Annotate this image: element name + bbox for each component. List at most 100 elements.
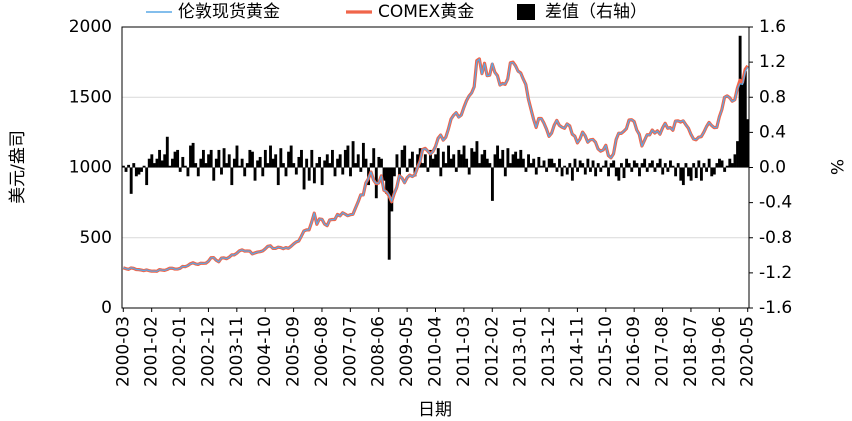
- y2-tick-label: -0.8: [759, 228, 792, 248]
- diff-bar: [392, 167, 396, 177]
- diff-bar: [524, 167, 528, 172]
- diff-bar: [723, 167, 727, 172]
- diff-bar: [501, 149, 505, 168]
- diff-bar: [150, 154, 154, 168]
- diff-bar: [550, 158, 554, 168]
- x-tick-label: 2015-10: [596, 316, 616, 387]
- diff-bar: [201, 149, 205, 168]
- diff-bar: [465, 158, 469, 168]
- diff-bar: [583, 167, 587, 175]
- diff-bar: [661, 167, 665, 175]
- diff-bar: [720, 160, 724, 168]
- diff-bar: [302, 167, 306, 190]
- x-tick-label: 2013-12: [539, 316, 559, 387]
- diff-bar: [529, 163, 533, 168]
- diff-bar: [612, 160, 616, 168]
- diff-bar: [209, 149, 213, 168]
- diff-bar: [171, 158, 174, 168]
- diff-bar: [558, 158, 561, 168]
- diff-bar: [305, 158, 309, 168]
- diff-bar: [235, 145, 239, 168]
- y2-tick-label: -0.4: [759, 193, 792, 213]
- diff-bar: [449, 158, 453, 168]
- diff-bar: [377, 156, 381, 168]
- diff-bar: [638, 167, 641, 177]
- diff-bar: [333, 167, 337, 177]
- diff-bar: [238, 165, 241, 168]
- diff-bar: [289, 145, 293, 168]
- diff-bar: [488, 163, 492, 168]
- diff-bar: [173, 151, 177, 168]
- diff-bar: [570, 167, 574, 181]
- x-tick-label: 2010-04: [426, 316, 446, 387]
- diff-bar: [514, 151, 518, 168]
- diff-bar: [617, 167, 621, 181]
- legend-label: 差值（右轴）: [545, 2, 647, 22]
- diff-bar: [168, 165, 172, 168]
- diff-bar: [269, 145, 272, 168]
- y2-tick-label: 0.4: [759, 122, 786, 142]
- diff-bar: [199, 158, 203, 168]
- diff-bar: [645, 167, 649, 172]
- diff-bar: [284, 167, 288, 177]
- x-tick-label: 2007-07: [340, 316, 360, 387]
- x-tick-label: 2016-09: [624, 316, 644, 387]
- diff-bar: [315, 163, 319, 168]
- diff-bar: [369, 163, 373, 168]
- diff-bar: [601, 165, 605, 168]
- y-tick-label: 1000: [69, 158, 112, 178]
- diff-bar: [300, 149, 303, 168]
- diff-bar: [444, 163, 448, 168]
- diff-bar: [545, 167, 549, 172]
- diff-bar: [687, 167, 690, 177]
- diff-bar: [222, 148, 226, 168]
- diff-bar: [648, 163, 652, 168]
- diff-bar: [490, 167, 494, 201]
- diff-bar: [650, 160, 654, 168]
- diff-bar: [640, 163, 644, 168]
- diff-bar: [400, 149, 404, 168]
- diff-bar: [186, 167, 190, 177]
- diff-bar: [364, 158, 368, 168]
- diff-bar: [266, 163, 270, 168]
- diff-bar: [312, 167, 316, 184]
- diff-bar: [439, 167, 443, 177]
- diff-bar: [591, 160, 595, 168]
- diff-bar: [470, 148, 474, 168]
- diff-bar: [699, 167, 703, 181]
- diff-bar: [274, 154, 278, 168]
- x-tick-label: 2019-06: [709, 316, 729, 387]
- diff-bar: [733, 154, 737, 168]
- diff-bar: [220, 167, 223, 175]
- diff-bar: [710, 167, 714, 177]
- diff-bar: [212, 167, 216, 181]
- diff-bar: [625, 158, 629, 168]
- diff-bar: [243, 167, 247, 177]
- diff-bar: [196, 167, 200, 177]
- diff-bar: [361, 142, 365, 168]
- diff-bar: [258, 156, 262, 168]
- diff-bar: [325, 154, 329, 168]
- diff-bar: [328, 163, 332, 168]
- diff-bar: [674, 167, 678, 177]
- x-tick-label: 2001-02: [142, 316, 162, 387]
- diff-bar: [436, 148, 440, 168]
- diff-bar: [622, 167, 626, 179]
- x-tick-label: 2006-08: [312, 316, 332, 387]
- diff-bar: [263, 149, 267, 168]
- y-tick-label: 500: [80, 228, 112, 248]
- diff-bar: [746, 119, 750, 168]
- diff-bar: [656, 163, 659, 168]
- diff-bar: [194, 163, 198, 168]
- x-tick-label: 2002-12: [198, 316, 218, 387]
- diff-bar: [480, 154, 484, 168]
- diff-bar: [346, 145, 350, 168]
- y-tick-label: 1500: [69, 87, 112, 107]
- diff-bar: [372, 148, 376, 168]
- diff-bar: [240, 158, 244, 168]
- diff-bar: [253, 167, 257, 181]
- diff-bar: [398, 167, 401, 177]
- diff-bar: [718, 158, 721, 168]
- diff-bar: [225, 163, 229, 168]
- diff-bar: [521, 158, 525, 168]
